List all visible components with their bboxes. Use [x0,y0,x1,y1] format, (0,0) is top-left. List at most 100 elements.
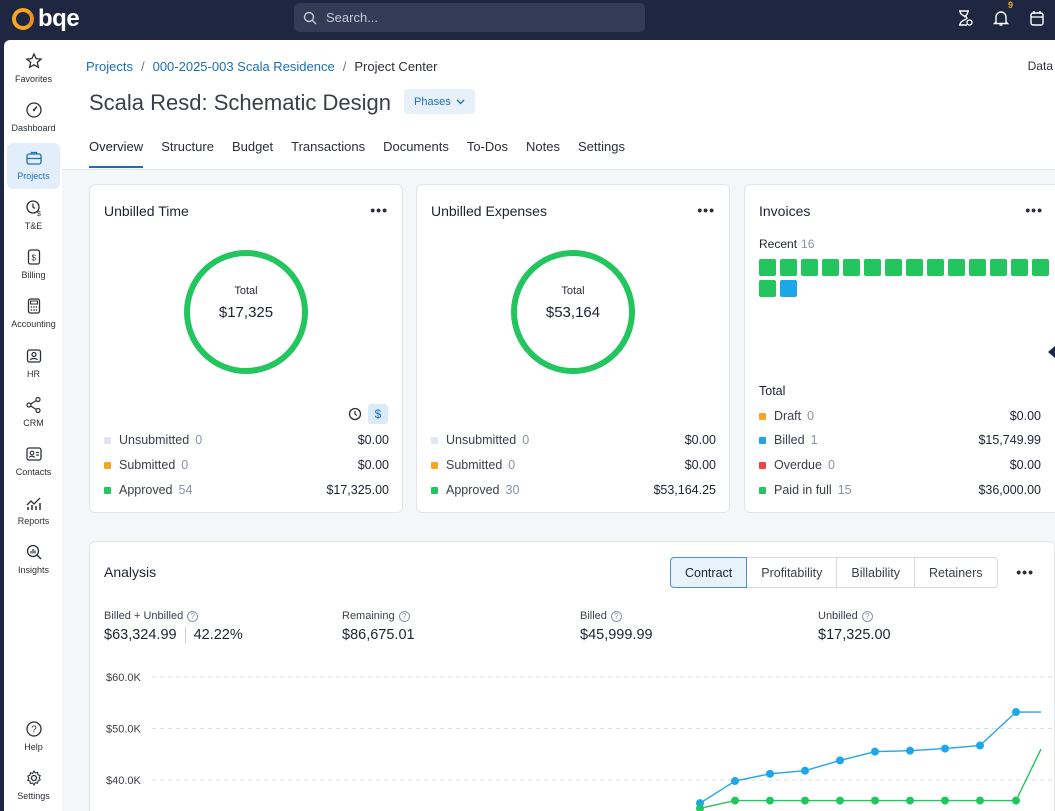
data-point[interactable] [766,769,774,778]
data-point[interactable] [941,796,949,805]
invoice-square-paid[interactable] [864,259,881,276]
donut-total-value: $53,164 [545,304,601,321]
legend-amount: $0.00 [684,458,716,472]
invoice-square-paid[interactable] [843,259,860,276]
data-point[interactable] [976,796,984,805]
data-point[interactable] [1012,796,1020,805]
invoice-square-paid[interactable] [927,259,944,276]
data-link[interactable]: Data [1027,59,1053,73]
invoice-square-billed[interactable] [780,280,797,297]
tab-todos[interactable]: To-Dos [466,139,509,154]
phases-label: Phases [414,95,451,108]
invoice-square-paid[interactable] [759,259,776,276]
data-point[interactable] [976,741,984,750]
invoice-square-paid[interactable] [780,259,797,276]
data-point[interactable] [906,796,914,805]
invoice-square-paid[interactable] [1032,259,1049,276]
data-point[interactable] [801,796,809,805]
data-point[interactable] [836,756,844,765]
data-point[interactable] [941,744,949,753]
insights-icon [26,544,42,560]
tab-documents[interactable]: Documents [383,139,449,154]
bell-icon [992,11,1010,26]
invoice-square-paid[interactable] [885,259,902,276]
invoice-square-paid[interactable] [990,259,1007,276]
search-input[interactable]: Search... [294,3,645,32]
nav-item-billing[interactable]: $ Billing [7,242,60,288]
profitability-segment-button[interactable]: Profitability [746,557,838,588]
more-options-button[interactable]: ••• [370,202,388,218]
more-options-button[interactable]: ••• [697,202,715,218]
clock-icon[interactable] [348,407,362,421]
nav-item-insights[interactable]: Insights [7,537,60,583]
invoice-square-paid[interactable] [759,280,776,297]
info-icon[interactable]: ? [861,610,873,622]
tab-overview[interactable]: Overview [89,139,144,168]
collapse-panel-arrow-icon[interactable] [1048,346,1055,358]
metric-billed-unbilled: Billed + Unbilled? $63,324.99 42.22% [104,610,243,643]
data-point[interactable] [1012,708,1020,717]
tab-budget[interactable]: Budget [231,139,274,154]
tab-settings[interactable]: Settings [577,139,625,154]
dollar-toggle-button[interactable]: $ [368,404,388,424]
retainers-segment-button[interactable]: Retainers [914,557,998,588]
invoice-square-paid[interactable] [948,259,965,276]
invoice-square-paid[interactable] [1011,259,1028,276]
billed-dot [759,436,766,444]
svg-text:$: $ [31,254,36,263]
approved-dot [104,486,111,494]
bqe-logo[interactable]: bqe [12,5,80,32]
invoice-total-label: Total [759,384,786,398]
invoice-square-paid[interactable] [822,259,839,276]
data-point[interactable] [696,804,704,811]
metric-value: $63,324.99 [104,627,177,643]
contract-segment-button[interactable]: Contract [670,557,748,588]
breadcrumb-projects-link[interactable]: Projects [86,59,133,74]
data-point[interactable] [871,796,879,805]
info-icon[interactable]: ? [610,610,622,622]
tab-notes[interactable]: Notes [526,139,560,154]
nav-item-dashboard[interactable]: Dashboard [7,95,60,141]
notifications-button[interactable]: 9 [983,0,1019,36]
share-nodes-icon [25,396,41,414]
invoice-square-paid[interactable] [969,259,986,276]
data-point[interactable] [906,746,914,755]
logo-text: bqe [38,5,80,32]
metric-label: Unbilled [818,610,858,622]
unsubmitted-dot [431,436,438,444]
billability-segment-button[interactable]: Billability [836,557,916,588]
breadcrumb: Projects / 000-2025-003 Scala Residence … [86,59,437,74]
nav-item-help[interactable]: ? Help [7,714,60,760]
info-icon[interactable]: ? [398,610,410,622]
nav-item-projects[interactable]: Projects [7,143,60,189]
info-icon[interactable]: ? [187,610,199,622]
nav-item-settings[interactable]: Settings [7,763,60,809]
nav-item-accounting[interactable]: Accounting [7,291,60,337]
calendar-button[interactable] [1019,0,1055,36]
briefcase-icon [25,151,42,165]
breadcrumb-project-link[interactable]: 000-2025-003 Scala Residence [152,59,335,74]
data-point[interactable] [766,796,774,805]
nav-item-te[interactable]: $ T&E [7,193,60,239]
data-point[interactable] [731,777,739,786]
data-point[interactable] [731,796,739,805]
page-title: Scala Resd: Schematic Design [89,90,392,115]
data-point[interactable] [836,796,844,805]
phases-dropdown[interactable]: Phases [404,89,475,114]
tab-structure[interactable]: Structure [161,139,214,154]
nav-item-hr[interactable]: HR [7,341,60,387]
timer-settings-button[interactable] [947,0,983,36]
data-point[interactable] [871,747,879,756]
invoice-square-paid[interactable] [906,259,923,276]
data-point[interactable] [801,766,809,775]
more-options-button[interactable]: ••• [1025,202,1043,218]
metric-value: $86,675.01 [342,627,415,643]
tab-transactions[interactable]: Transactions [291,139,366,154]
nav-item-reports[interactable]: Reports [7,488,60,534]
nav-item-favorites[interactable]: Favorites [7,46,60,92]
more-options-button[interactable]: ••• [1016,564,1034,580]
nav-item-crm[interactable]: CRM [7,390,60,436]
nav-item-contacts[interactable]: Contacts [7,439,60,485]
breadcrumb-separator: / [140,59,145,74]
invoice-square-paid[interactable] [801,259,818,276]
